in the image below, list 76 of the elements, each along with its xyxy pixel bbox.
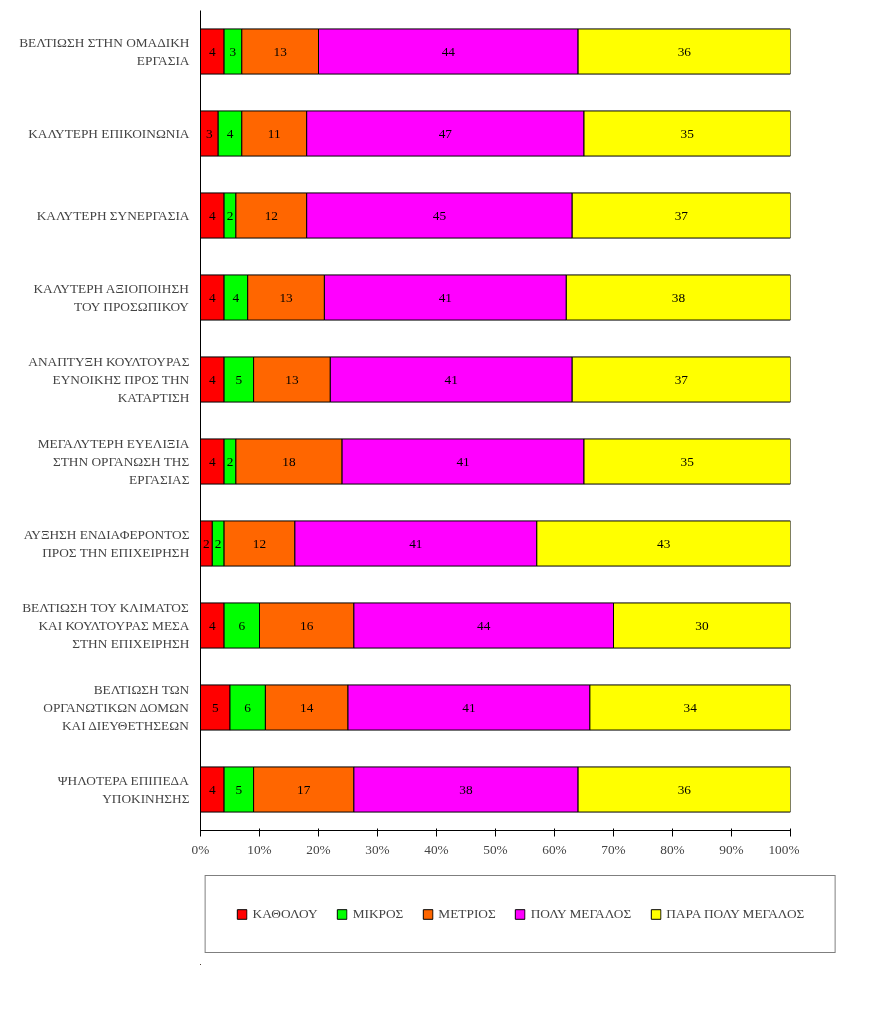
x-tick-label: 60% — [542, 841, 567, 857]
data-label: 37 — [674, 371, 689, 387]
legend-label: ΜΙΚΡΟΣ — [352, 906, 404, 922]
data-label: 18 — [282, 453, 296, 469]
data-label: 13 — [285, 371, 299, 387]
data-label: 14 — [300, 699, 314, 715]
y-tick-label: ΚΑΛΥΤΕΡΗ ΕΠΙΚΟΙΝΩΝΙΑ — [28, 126, 190, 141]
data-label: 6 — [238, 617, 246, 633]
data-label: 5 — [211, 699, 219, 715]
x-tick-label: 70% — [601, 841, 626, 857]
data-label: 47 — [438, 125, 453, 141]
x-tick-label: 10% — [247, 841, 272, 857]
x-tick-label: 0% — [191, 841, 210, 857]
data-label: 12 — [252, 535, 267, 551]
data-label: 12 — [264, 207, 278, 223]
data-label: 30 — [695, 617, 709, 633]
y-tick-label: ΜΕΓΑΛΥΤΕΡΗ ΕΥΕΛΙΞΙΑ ΣΤΗΝ ΟΡΓΑΝΩΣΗ ΤΗΣ ΕΡΓΑΣΙΑΣ — [37, 436, 190, 487]
data-label: 2 — [226, 207, 234, 223]
x-tick-label: 30% — [365, 841, 390, 857]
data-label: 4 — [232, 289, 240, 305]
x-tick-label: 50% — [483, 841, 508, 857]
data-label: 17 — [297, 781, 311, 797]
data-label: 41 — [456, 453, 470, 469]
data-label: 4 — [208, 207, 216, 223]
data-label: 37 — [674, 207, 689, 223]
data-label: 41 — [444, 371, 458, 387]
x-tick-label: 80% — [660, 841, 685, 857]
data-label: 6 — [244, 699, 252, 715]
data-label: 4 — [208, 43, 216, 59]
data-label: 38 — [459, 781, 473, 797]
data-label: 4 — [208, 453, 216, 469]
data-label: 13 — [279, 289, 294, 305]
data-label: 2 — [226, 453, 234, 469]
data-label: 2 — [203, 535, 210, 551]
y-tick-label: ΚΑΛΥΤΕΡΗ ΑΞΙΟΠΟΙΗΣΗ ΤΟΥ ΠΡΟΣΩΠΙΚΟΥ — [33, 281, 190, 314]
data-label: 3 — [206, 125, 214, 141]
data-label: 35 — [680, 453, 695, 469]
data-label: 4 — [226, 125, 234, 141]
data-label: 45 — [432, 207, 447, 223]
data-label: 3 — [229, 43, 237, 59]
data-label: 5 — [235, 781, 243, 797]
data-label: 4 — [208, 781, 216, 797]
legend-label: ΠΑΡΑ ΠΟΛΥ ΜΕΓΑΛΟΣ — [666, 906, 805, 922]
y-tick-label: ΑΥΞΗΣΗ ΕΝΔΙΑΦΕΡΟΝΤΟΣ ΠΡΟΣ ΤΗΝ ΕΠΙΧΕΙΡΗΣΗ — [23, 527, 190, 560]
data-label: 36 — [677, 781, 692, 797]
y-tick-label: ΒΕΛΤΙΩΣΗ ΤΟΥ ΚΛΙΜΑΤΟΣ ΚΑΙ ΚΟΥΛΤΟΥΡΑΣ ΜΕΣΑ ΣΤΗΝ ΕΠΙΧΕΙΡΗΣΗ — [22, 600, 190, 651]
data-label: 4 — [208, 289, 216, 305]
x-tick-label: 100% — [768, 841, 800, 857]
y-tick-label: ΒΕΛΤΙΩΣΗ ΤΩΝ ΟΡΓΑΝΩΤΙΚΩΝ ΔΟΜΩΝ ΚΑΙ ΔΙΕΥΘΕΤΗΣΕΩΝ — [43, 682, 190, 733]
legend-label: ΠΟΛΥ ΜΕΓΑΛΟΣ — [530, 906, 632, 922]
x-tick-label: 40% — [424, 841, 449, 857]
data-label: 41 — [438, 289, 453, 305]
data-label: 4 — [208, 617, 216, 633]
data-label: 35 — [680, 125, 695, 141]
data-label: 16 — [300, 617, 314, 633]
data-label: 41 — [409, 535, 423, 551]
data-label: 38 — [671, 289, 686, 305]
data-label: 36 — [677, 43, 692, 59]
data-label: 41 — [462, 699, 476, 715]
data-label: 4 — [208, 371, 216, 387]
data-label: 5 — [235, 371, 243, 387]
legend-label: ΜΕΤΡΙΟΣ — [438, 906, 496, 922]
data-label: 44 — [441, 43, 456, 59]
y-tick-label: ΒΕΛΤΙΩΣΗ ΣΤΗΝ ΟΜΑΔΙΚΗ ΕΡΓΑΣΙΑ — [19, 35, 190, 68]
data-label: 13 — [273, 43, 288, 59]
legend-label: ΚΑΘΟΛΟΥ — [252, 906, 318, 922]
data-label: 44 — [477, 617, 491, 633]
x-tick-label: 90% — [719, 841, 744, 857]
x-tick-label: 20% — [306, 841, 331, 857]
data-label: 43 — [656, 535, 671, 551]
y-tick-label: ΨΗΛΟΤΕΡΑ ΕΠΙΠΕΔΑ ΥΠΟΚΙΝΗΣΗΣ — [57, 773, 190, 806]
y-tick-label: ΑΝΑΠΤΥΞΗ ΚΟΥΛΤΟΥΡΑΣ ΕΥΝΟΙΚΗΣ ΠΡΟΣ ΤΗΝ ΚΑΤΑΡΤΙΣΗ — [28, 354, 190, 405]
data-label: 2 — [214, 535, 222, 551]
data-label: 34 — [683, 699, 698, 715]
data-label: 11 — [267, 125, 281, 141]
y-tick-label: ΚΑΛΥΤΕΡΗ ΣΥΝΕΡΓΑΣΙΑ — [36, 208, 190, 223]
